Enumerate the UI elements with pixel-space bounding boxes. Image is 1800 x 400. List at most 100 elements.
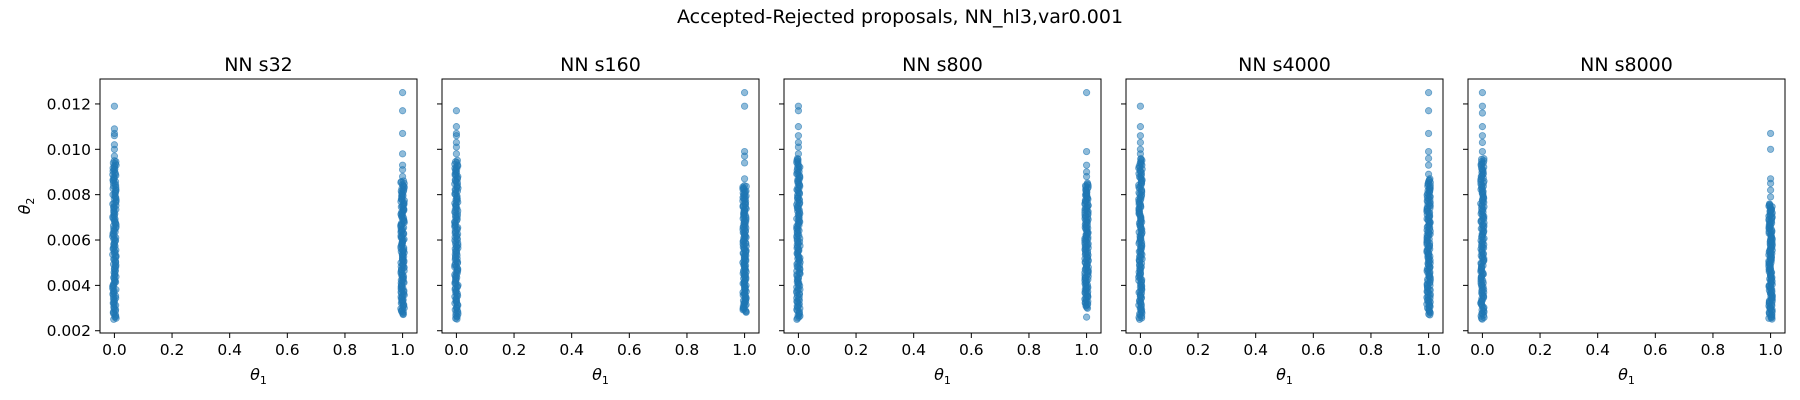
point-theta1-0 — [794, 123, 803, 131]
point-theta1-1 — [1424, 170, 1433, 178]
x-tick-label: 0.2 — [1186, 341, 1211, 359]
x-axis-label: θ1 — [1276, 365, 1293, 387]
x-tick-label: 0.6 — [1643, 341, 1668, 359]
panels: NN s32 0.0 0.2 0.4 0.6 0.8 1.0 0.002 0.004 0.006 0… — [15, 54, 1786, 387]
point-theta1-1 — [1082, 89, 1091, 97]
axes-frame — [441, 78, 760, 334]
x-tick-label: 0.4 — [217, 341, 242, 359]
panel-1: NN s32 0.0 0.2 0.4 0.6 0.8 1.0 0.002 0.004 0.006 0… — [15, 54, 418, 387]
point-theta1-1 — [398, 161, 407, 169]
point-theta1-0 — [453, 156, 461, 164]
x-tick-label: 0.0 — [1128, 341, 1153, 359]
point-theta1-0 — [110, 102, 119, 110]
x-axis-label: θ1 — [250, 365, 267, 387]
panel-5: NN s8000 0.0 0.2 0.4 0.6 0.8 1.0 θ1 — [1463, 54, 1786, 387]
x-tick-label: 0.8 — [1359, 341, 1384, 359]
point-theta1-0 — [452, 123, 461, 131]
axes-frame — [783, 78, 1102, 334]
point-theta1-1 — [740, 102, 749, 110]
x-axis-label-main: θ — [1276, 365, 1286, 384]
y-tick-label: 0.002 — [47, 322, 91, 340]
point-theta1-1 — [1766, 193, 1775, 201]
x-axis-label-sub: 1 — [1628, 374, 1635, 387]
point-theta1-0 — [452, 138, 461, 147]
x-tick-label: 0.4 — [901, 341, 926, 359]
panel-title: NN s160 — [560, 54, 641, 76]
x-tick-label: 0.0 — [102, 341, 127, 359]
point-theta1-0 — [794, 150, 803, 158]
point-theta1-1 — [740, 182, 748, 190]
scatter-points — [1135, 89, 1434, 323]
x-tick-label: 1.0 — [390, 341, 415, 359]
point-theta1-0 — [1478, 102, 1487, 110]
panel-4: NN s4000 0.0 0.2 0.4 0.6 0.8 1.0 θ1 — [1121, 54, 1444, 387]
point-theta1-1 — [1083, 179, 1092, 187]
point-theta1-0 — [1478, 123, 1487, 131]
point-theta1-0 — [794, 132, 803, 140]
x-axis-label-main: θ — [592, 365, 602, 384]
panel-title: NN s32 — [224, 54, 293, 76]
y-tick-label: 0.006 — [47, 232, 91, 250]
point-theta1-1 — [398, 89, 407, 97]
x-tick-label: 0.2 — [1528, 341, 1553, 359]
point-theta1-1 — [1765, 200, 1774, 208]
scatter-points — [451, 89, 750, 323]
x-axis-label-sub: 1 — [602, 374, 609, 387]
x-tick-label: 0.4 — [559, 341, 584, 359]
point-theta1-1 — [1424, 89, 1433, 97]
x-tick-label: 1.0 — [1416, 341, 1441, 359]
point-theta1-1 — [1424, 129, 1433, 138]
x-axis-label-main: θ — [934, 365, 944, 384]
point-theta1-0 — [1136, 102, 1145, 110]
x-tick-label: 0.6 — [959, 341, 984, 359]
y-tick-label: 0.008 — [47, 186, 91, 204]
x-tick-label: 0.4 — [1243, 341, 1268, 359]
point-theta1-0 — [452, 107, 461, 115]
x-tick-label: 0.4 — [1585, 341, 1610, 359]
point-theta1-1 — [1766, 175, 1775, 183]
point-theta1-1 — [1082, 313, 1091, 321]
panel-3: NN s800 0.0 0.2 0.4 0.6 0.8 1.0 θ1 — [779, 54, 1102, 387]
x-tick-label: 0.8 — [1017, 341, 1042, 359]
y-tick-label: 0.010 — [47, 141, 91, 159]
point-theta1-1 — [740, 147, 749, 156]
x-axis-label-sub: 1 — [944, 374, 951, 387]
panel-title: NN s800 — [902, 54, 983, 76]
panel-title: NN s4000 — [1238, 54, 1331, 76]
x-axis-label-main: θ — [250, 365, 260, 384]
point-theta1-1 — [398, 107, 407, 115]
point-theta1-1 — [1766, 129, 1775, 138]
x-tick-label: 0.2 — [502, 341, 527, 359]
point-theta1-1 — [740, 175, 749, 183]
point-theta1-1 — [1424, 147, 1433, 156]
x-tick-label: 0.6 — [1301, 341, 1326, 359]
scatter-points — [109, 89, 408, 323]
x-tick-label: 0.8 — [675, 341, 700, 359]
point-theta1-0 — [1478, 109, 1487, 117]
x-tick-label: 0.0 — [1470, 341, 1495, 359]
x-tick-label: 0.8 — [333, 341, 358, 359]
point-theta1-1 — [398, 150, 407, 158]
point-theta1-0 — [1478, 138, 1487, 147]
point-theta1-0 — [1478, 89, 1487, 97]
panel-title: NN s8000 — [1580, 54, 1673, 76]
axes-frame — [1125, 78, 1444, 334]
x-axis-label-sub: 1 — [260, 374, 267, 387]
point-theta1-1 — [1082, 147, 1091, 156]
point-theta1-1 — [1082, 168, 1091, 176]
point-theta1-0 — [452, 129, 461, 138]
point-theta1-0 — [1480, 155, 1488, 163]
point-theta1-0 — [1478, 132, 1487, 140]
x-tick-label: 1.0 — [732, 341, 757, 359]
point-theta1-0 — [1136, 132, 1145, 140]
point-theta1-1 — [1424, 161, 1433, 169]
scatter-points — [1477, 89, 1776, 323]
point-theta1-0 — [110, 152, 119, 160]
x-tick-label: 0.6 — [617, 341, 642, 359]
point-theta1-0 — [452, 150, 461, 158]
figure-title: Accepted-Rejected proposals, NN_hl3,var0… — [677, 6, 1123, 28]
y-axis-label-main: θ — [15, 204, 34, 214]
y-axis-label-sub: 2 — [24, 198, 37, 205]
x-axis-label-sub: 1 — [1286, 374, 1293, 387]
y-axis-label: θ2 — [15, 198, 37, 215]
